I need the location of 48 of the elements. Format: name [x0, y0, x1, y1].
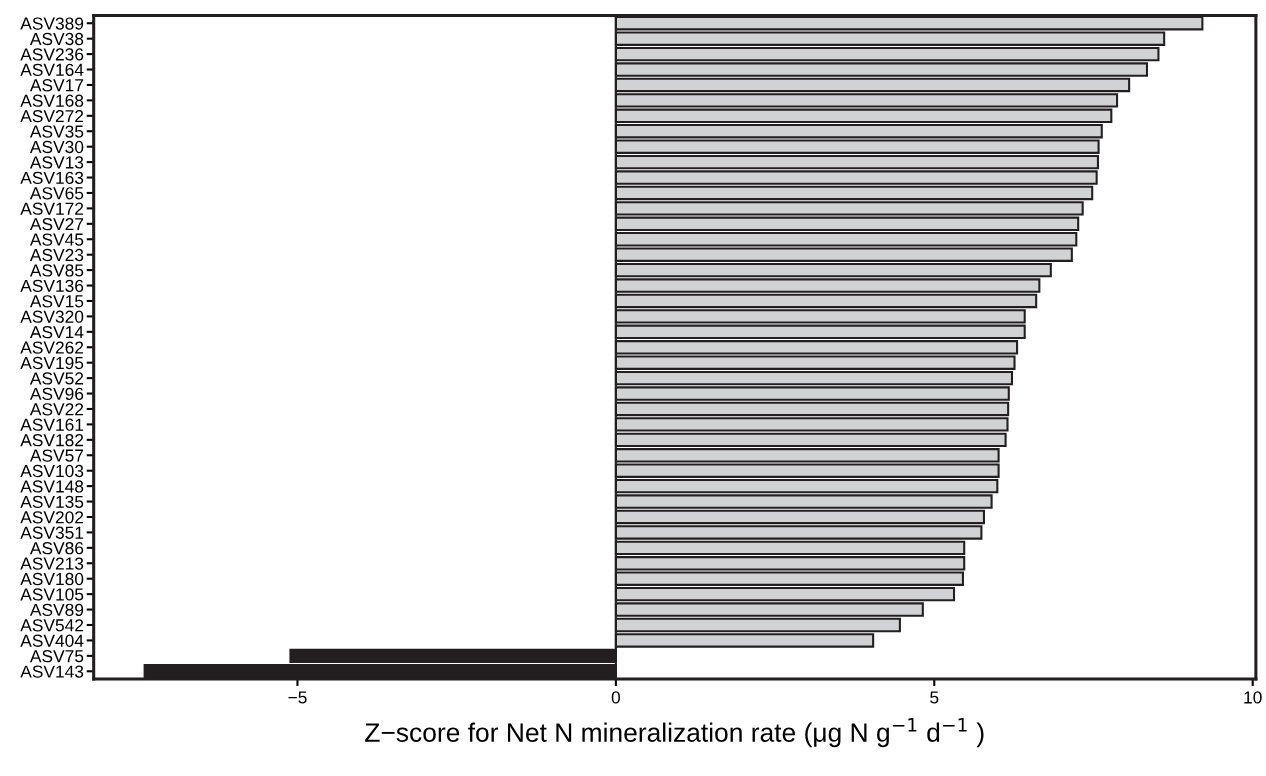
x-tick-label: 10	[1244, 691, 1262, 704]
y-tick-label: ASV262	[20, 341, 84, 354]
y-tick-label: ASV236	[20, 48, 84, 61]
y-tick-label: ASV89	[29, 603, 84, 617]
y-tick-label: ASV14	[29, 326, 84, 339]
x-axis-title: Z−score for Net N mineralization rate (μg N g$^{−1}$ d$^{−1}$ )	[365, 718, 984, 748]
y-tick-label: ASV351	[20, 526, 84, 539]
y-tick-label: ASV542	[20, 619, 84, 632]
y-tick-label: ASV85	[29, 264, 84, 277]
y-tick-label: ASV45	[29, 233, 84, 246]
y-tick-label: ASV22	[29, 403, 84, 416]
y-tick-label: ASV86	[29, 542, 84, 555]
x-tick-label: 0	[611, 691, 621, 704]
y-tick-label: ASV27	[29, 217, 84, 231]
y-tick-label: ASV161	[20, 418, 84, 431]
y-tick-label: ASV272	[20, 109, 84, 123]
y-tick-label: ASV320	[20, 310, 84, 323]
y-tick-label: ASV75	[29, 650, 84, 663]
y-tick-label: ASV136	[20, 279, 84, 292]
y-tick-label: ASV52	[29, 372, 84, 385]
y-tick-label: ASV182	[20, 434, 84, 447]
y-tick-label: ASV105	[20, 588, 84, 601]
y-tick-label: ASV202	[20, 511, 84, 524]
y-tick-label: ASV17	[29, 79, 84, 92]
x-tick-label: 5	[930, 691, 939, 704]
x-tick-label: −5	[288, 691, 307, 704]
y-tick-label: ASV404	[20, 634, 84, 647]
y-tick-label: ASV96	[29, 387, 84, 401]
y-tick-label: ASV389	[20, 17, 84, 30]
y-tick-label: ASV172	[20, 202, 84, 215]
y-tick-label: ASV135	[20, 495, 84, 509]
y-tick-label: ASV164	[20, 63, 84, 76]
y-tick-label: ASV168	[20, 94, 84, 107]
y-tick-label: ASV163	[20, 171, 84, 184]
y-tick-label: ASV103	[20, 464, 84, 478]
y-tick-label: ASV35	[29, 125, 84, 138]
y-tick-label: ASV65	[29, 187, 84, 200]
y-tick-label: ASV148	[20, 480, 84, 493]
y-tick-label: ASV195	[20, 356, 84, 370]
y-tick-label: ASV180	[20, 572, 84, 586]
y-tick-label: ASV143	[20, 665, 84, 678]
y-tick-label: ASV30	[29, 140, 84, 154]
y-tick-label: ASV23	[29, 248, 84, 262]
y-tick-label: ASV13	[29, 156, 84, 169]
y-tick-label: ASV38	[29, 32, 84, 46]
y-tick-label: ASV213	[20, 557, 84, 570]
y-tick-label: ASV15	[29, 295, 84, 308]
y-tick-label: ASV57	[29, 449, 84, 462]
